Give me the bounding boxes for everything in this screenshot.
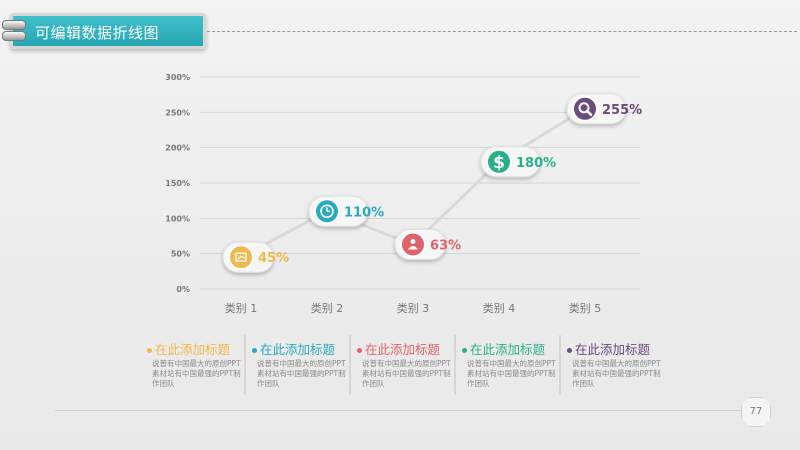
caption-card: 在此添加标题 说普有中国最大的原创PPT素材站有中国最强的PPT制作团队	[353, 335, 456, 395]
data-point	[228, 244, 254, 271]
person-icon	[408, 238, 418, 250]
x-tick-label: 类别 5	[569, 301, 602, 315]
card-title: 在此添加标题	[252, 339, 335, 358]
data-label: 45%	[258, 251, 289, 266]
y-tick-label: 250%	[165, 108, 190, 117]
caption-card: 在此添加标题 说普有中国最大的原创PPT素材站有中国最强的PPT制作团队	[563, 335, 666, 395]
footer-divider	[55, 410, 740, 411]
caption-card: 在此添加标题 说普有中国最大的原创PPT素材站有中国最强的PPT制作团队	[248, 335, 351, 395]
dollar-icon: $	[493, 153, 505, 173]
data-point	[486, 148, 512, 175]
data-label: 63%	[430, 238, 461, 253]
slide-title-bar: 可编辑数据折线图	[10, 13, 206, 49]
data-point	[400, 231, 426, 258]
x-tick-label: 类别 3	[397, 301, 430, 315]
header-divider	[207, 31, 797, 32]
y-tick-label: 200%	[165, 144, 190, 153]
card-title-text: 在此添加标题	[155, 342, 231, 357]
y-tick-label: 0%	[176, 285, 190, 294]
data-label: 180%	[516, 156, 556, 171]
y-tick-label: 150%	[165, 179, 190, 188]
caption-cards: 在此添加标题 说普有中国最大的原创PPT素材站有中国最强的PPT制作团队 在此添…	[143, 335, 663, 405]
x-tick-label: 类别 1	[225, 301, 258, 315]
data-label: 255%	[602, 103, 642, 118]
clock-icon	[320, 204, 334, 219]
card-title-text: 在此添加标题	[575, 342, 651, 357]
search-icon	[578, 102, 593, 117]
data-point	[572, 95, 598, 122]
binder-ring-icon	[0, 31, 28, 41]
binder-ring-icon	[0, 20, 28, 30]
card-title-text: 在此添加标题	[260, 342, 336, 357]
card-body: 说普有中国最大的原创PPT素材站有中国最强的PPT制作团队	[257, 359, 346, 388]
x-tick-label: 类别 2	[311, 301, 344, 315]
caption-card: 在此添加标题 说普有中国最大的原创PPT素材站有中国最强的PPT制作团队	[458, 335, 561, 395]
svg-text:$: $	[493, 153, 505, 173]
page-number: 77	[741, 397, 771, 427]
card-body: 说普有中国最大的原创PPT素材站有中国最强的PPT制作团队	[467, 359, 556, 388]
bullet-dot-icon	[462, 348, 467, 353]
bullet-dot-icon	[252, 348, 257, 353]
caption-card: 在此添加标题 说普有中国最大的原创PPT素材站有中国最强的PPT制作团队	[143, 335, 246, 395]
card-title-text: 在此添加标题	[470, 342, 546, 357]
bullet-dot-icon	[567, 348, 572, 353]
bullet-dot-icon	[147, 348, 152, 353]
card-title-text: 在此添加标题	[365, 342, 441, 357]
card-title: 在此添加标题	[462, 339, 545, 358]
card-body: 说普有中国最大的原创PPT素材站有中国最强的PPT制作团队	[572, 359, 661, 388]
y-tick-label: 50%	[171, 250, 190, 259]
y-tick-label: 300%	[165, 73, 190, 82]
data-label: 110%	[344, 205, 384, 220]
card-title: 在此添加标题	[357, 339, 440, 358]
card-title: 在此添加标题	[147, 339, 230, 358]
x-tick-label: 类别 4	[483, 301, 516, 315]
card-body: 说普有中国最大的原创PPT素材站有中国最强的PPT制作团队	[362, 359, 451, 388]
chart-icon	[235, 252, 247, 262]
bullet-dot-icon	[357, 348, 362, 353]
card-title: 在此添加标题	[567, 339, 650, 358]
card-body: 说普有中国最大的原创PPT素材站有中国最强的PPT制作团队	[152, 359, 241, 388]
slide-title: 可编辑数据折线图	[35, 24, 160, 42]
y-tick-label: 100%	[165, 214, 190, 223]
